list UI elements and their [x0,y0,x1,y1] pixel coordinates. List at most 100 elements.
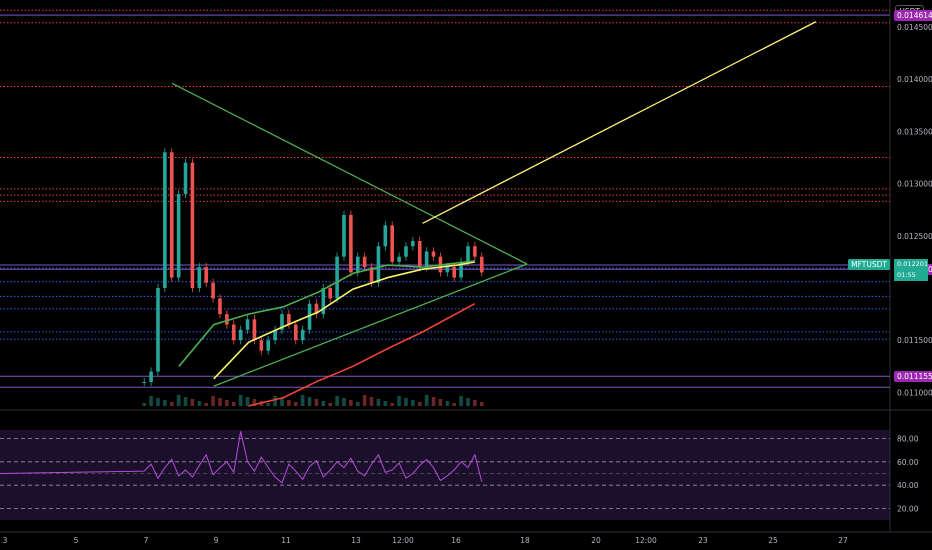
volume-bar [459,396,463,406]
time-tick: 12:00 [392,536,414,545]
volume-bar [218,398,222,406]
candle-body [342,214,346,257]
candle-body [452,267,457,278]
time-tick: 13 [351,536,361,545]
candle-body [397,256,401,262]
volume-bar [376,399,381,406]
price-highlight-label: 0.014614 [894,10,932,22]
volume-bar [424,395,429,406]
candle-countdown: 01:55 [897,271,916,280]
candle-body [417,241,422,268]
time-tick: 12:00 [635,536,657,545]
moving-average-line [248,302,476,407]
candle-body [149,371,153,382]
candle-body [424,251,429,268]
candle-body [176,194,181,278]
candle-body [404,246,408,257]
volume-bar [445,401,450,406]
candle-body [307,303,312,330]
triangle-lower-line [213,263,528,387]
price-tick: 0.013000 [897,180,932,189]
last-price-box: 0.012201 01:55 [894,259,928,282]
time-axis-ticks: 3 5 7 9 11 13 12:00 16 18 20 12:00 23 25 27 [3,536,848,545]
volume-bar [362,395,367,406]
volume-bar [369,397,374,406]
price-tick: 0.011000 [897,388,932,397]
price-tick: 0.014500 [897,23,932,32]
volume-bar [342,398,346,406]
volume-bar [383,401,388,406]
rsi-tick: 40.00 [897,481,919,490]
candle-body [252,319,257,341]
volume-bar [293,402,298,406]
time-tick: 20 [591,536,601,545]
symbol-label: MFTUSDT [848,259,890,271]
candle-body [245,319,250,330]
candle-body [411,241,415,247]
candle-body [445,267,450,273]
candle-body [197,267,202,289]
time-tick: 9 [214,536,219,545]
candle-body [293,324,298,341]
candle-body [383,225,388,247]
volume-bar [245,397,250,406]
time-tick: 18 [520,536,530,545]
volume-bar [197,401,202,406]
time-tick: 16 [451,536,461,545]
candle-body [218,298,222,315]
volume-bar [190,399,195,406]
volume-bar [411,400,415,406]
volume-bar [479,402,484,406]
volume-bar [266,403,271,406]
volume-bar [156,398,160,406]
price-tick: 0.011500 [897,336,932,345]
volume-bar [238,395,243,406]
candle-body [280,314,284,330]
rsi-tick: 20.00 [897,505,919,514]
rsi-indicator [0,431,890,510]
volume-bar [335,396,339,406]
candle-body [369,267,374,283]
moving-average-line [213,261,475,380]
volume-bar [231,402,236,406]
volume-bar [321,401,326,406]
candle-body [163,152,167,289]
volume-bar [473,400,477,406]
candle-body [479,256,484,273]
volume-bar [300,395,305,406]
trendlines [171,21,817,387]
volume-bar [404,398,408,406]
rsi-line [0,431,483,484]
candle-body [335,256,339,299]
candle-body [459,261,463,278]
time-tick: 25 [768,536,778,545]
volume-bar [169,402,174,406]
candle-body [321,288,326,315]
candle-body [431,251,436,257]
candle-body [300,329,305,341]
candle-body [355,256,360,273]
volume-bar [355,402,360,406]
volume-bar [176,395,181,406]
time-tick: 3 [3,536,8,545]
volume-bar [211,396,215,406]
candle-body [390,225,395,262]
volume-bar [452,403,457,406]
volume-bar [328,403,333,406]
volume-bar [390,403,395,406]
candle-body [376,246,381,283]
volume-bar [163,400,167,406]
candle-body [273,329,277,341]
volume-bar [349,400,353,406]
time-tick: 27 [838,536,848,545]
candle-body [211,282,215,299]
candle-body [169,152,174,278]
candle-body [314,303,319,315]
volume-bar [431,397,436,406]
rsi-tick: 80.00 [897,434,919,443]
candle-body [231,324,236,341]
volume-bar [149,396,153,406]
price-tick: 0.012500 [897,232,932,241]
candle-body [362,256,367,268]
